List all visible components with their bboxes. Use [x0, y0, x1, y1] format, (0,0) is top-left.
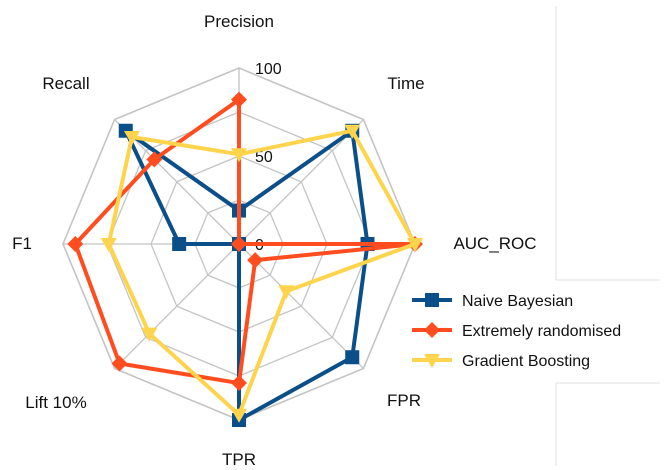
point-naive-bayesian-fpr — [345, 350, 360, 365]
series-group — [67, 91, 423, 427]
point-extremely-randomised-recall — [146, 151, 163, 168]
point-gradient-boosting-time — [344, 124, 361, 139]
legend-label-gradient-boosting: Gradient Boosting — [462, 353, 590, 370]
spoke-time — [238, 119, 364, 245]
series-naive-bayesian — [118, 123, 375, 427]
axis-label-f1: F1 — [12, 234, 32, 253]
axis-label-tpr: TPR — [222, 450, 256, 469]
axis-label-precision: Precision — [204, 12, 274, 31]
point-naive-bayesian-f1 — [172, 237, 187, 251]
axis-label-auc-roc: AUC_ROC — [453, 234, 536, 253]
point-gradient-boosting-fpr — [278, 285, 295, 300]
axis-label-fpr: FPR — [387, 391, 421, 410]
legend-marker-naive-bayesian — [425, 293, 439, 307]
point-gradient-boosting-recall — [123, 130, 140, 145]
point-gradient-boosting-f1 — [100, 238, 117, 252]
legend-label-extremely-randomised: Extremely randomised — [462, 323, 621, 340]
legend-item-gradient-boosting: Gradient Boosting — [412, 353, 590, 370]
series-gradient-boosting — [100, 124, 423, 423]
spoke-recall — [114, 119, 240, 245]
legend-marker-extremely-randomised — [424, 322, 440, 338]
point-extremely-randomised-tpr — [231, 375, 247, 392]
point-extremely-randomised-lift-10 — [111, 355, 128, 372]
axis-label-time: Time — [387, 74, 424, 93]
point-extremely-randomised-precision — [231, 91, 247, 108]
point-gradient-boosting-lift-10 — [141, 327, 158, 342]
point-extremely-randomised-fpr — [247, 252, 264, 269]
point-extremely-randomised-time — [231, 236, 247, 252]
legend-item-extremely-randomised: Extremely randomised — [412, 322, 621, 340]
point-gradient-boosting-auc-roc — [407, 238, 423, 252]
legend-marker-gradient-boosting — [424, 354, 440, 368]
axis-labels: Precision Time AUC_ROC FPR TPR Lift 10% F1 Reca… — [12, 12, 536, 469]
legend-item-naive-bayesian: Naive Bayesian — [412, 293, 573, 310]
point-extremely-randomised-f1 — [67, 236, 84, 252]
spoke-lift-10 — [114, 243, 240, 369]
point-gradient-boosting-precision — [231, 148, 247, 163]
tick-label-100: 100 — [255, 61, 282, 78]
tick-label-50: 50 — [255, 149, 273, 166]
legend-label-naive-bayesian: Naive Bayesian — [462, 293, 573, 310]
axis-label-recall: Recall — [42, 74, 89, 93]
axis-label-lift-10: Lift 10% — [25, 393, 86, 412]
spoke-fpr — [238, 243, 364, 369]
legend: Naive Bayesian Extremely randomised Gradie… — [412, 293, 621, 370]
point-gradient-boosting-tpr — [231, 408, 247, 423]
series-line-gradient-boosting — [106, 128, 418, 419]
